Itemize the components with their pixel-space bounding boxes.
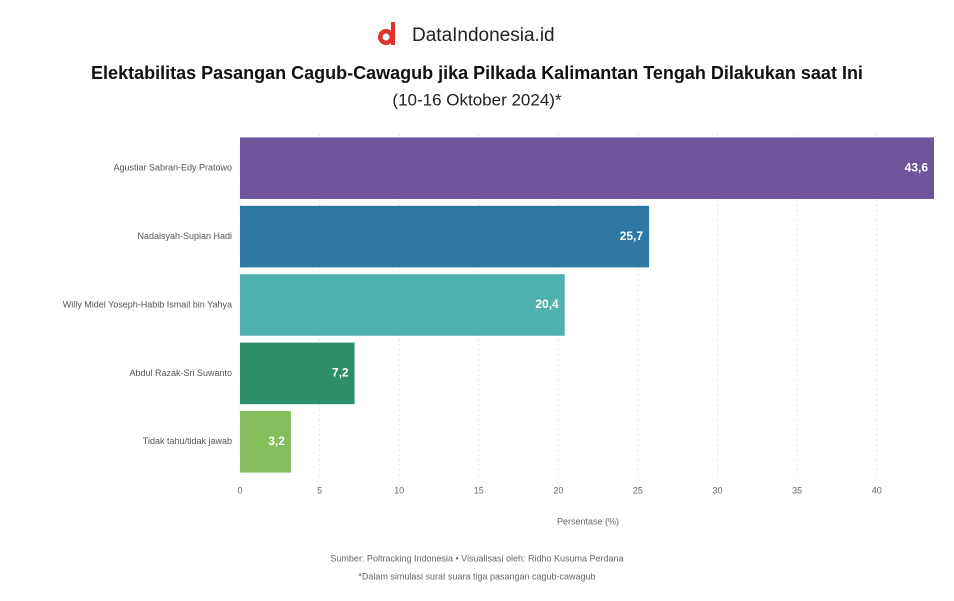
x-tick-label: 40 xyxy=(872,485,882,495)
x-tick-label: 35 xyxy=(792,485,802,495)
source: Sumber: Poltracking Indonesia • Visualis… xyxy=(330,553,623,563)
chart-title: Elektabilitas Pasangan Cagub-Cawagub jik… xyxy=(91,63,863,83)
brand: DataIndonesia.id xyxy=(412,25,555,46)
chart-subtitle: (10-16 Oktober 2024)* xyxy=(392,90,562,109)
x-tick-label: 20 xyxy=(553,485,563,495)
y-tick-label: Nadalsyah-Supian Hadi xyxy=(137,231,232,241)
x-tick-label: 0 xyxy=(237,485,242,495)
x-tick-label: 15 xyxy=(474,485,484,495)
bar xyxy=(240,137,934,199)
y-tick-label: Tidak tahu/tidak jawab xyxy=(143,436,232,446)
y-tick-label: Agustiar Sabran-Edy Pratowo xyxy=(113,163,232,173)
value-label: 7,2 xyxy=(332,366,349,380)
x-axis-label: Persentase (%) xyxy=(557,516,619,526)
logo-icon xyxy=(378,22,395,45)
x-tick-label: 10 xyxy=(394,485,404,495)
bar xyxy=(240,205,650,268)
y-tick-label: Abdul Razak-Sri Suwanto xyxy=(129,368,232,378)
note: *Dalam simulasi surat suara tiga pasanga… xyxy=(358,571,595,581)
value-label: 20,4 xyxy=(535,297,559,311)
x-tick-label: 5 xyxy=(317,485,322,495)
value-label: 3,2 xyxy=(268,434,285,448)
x-tick-label: 25 xyxy=(633,485,643,495)
bar xyxy=(240,274,565,336)
bar xyxy=(240,411,291,473)
x-tick-label: 30 xyxy=(713,485,723,495)
value-label: 43,6 xyxy=(905,160,929,174)
bar xyxy=(240,342,355,405)
value-label: 25,7 xyxy=(620,229,644,243)
y-tick-label: Willy Midel Yoseph-Habib Ismail bin Yahy… xyxy=(63,299,232,309)
